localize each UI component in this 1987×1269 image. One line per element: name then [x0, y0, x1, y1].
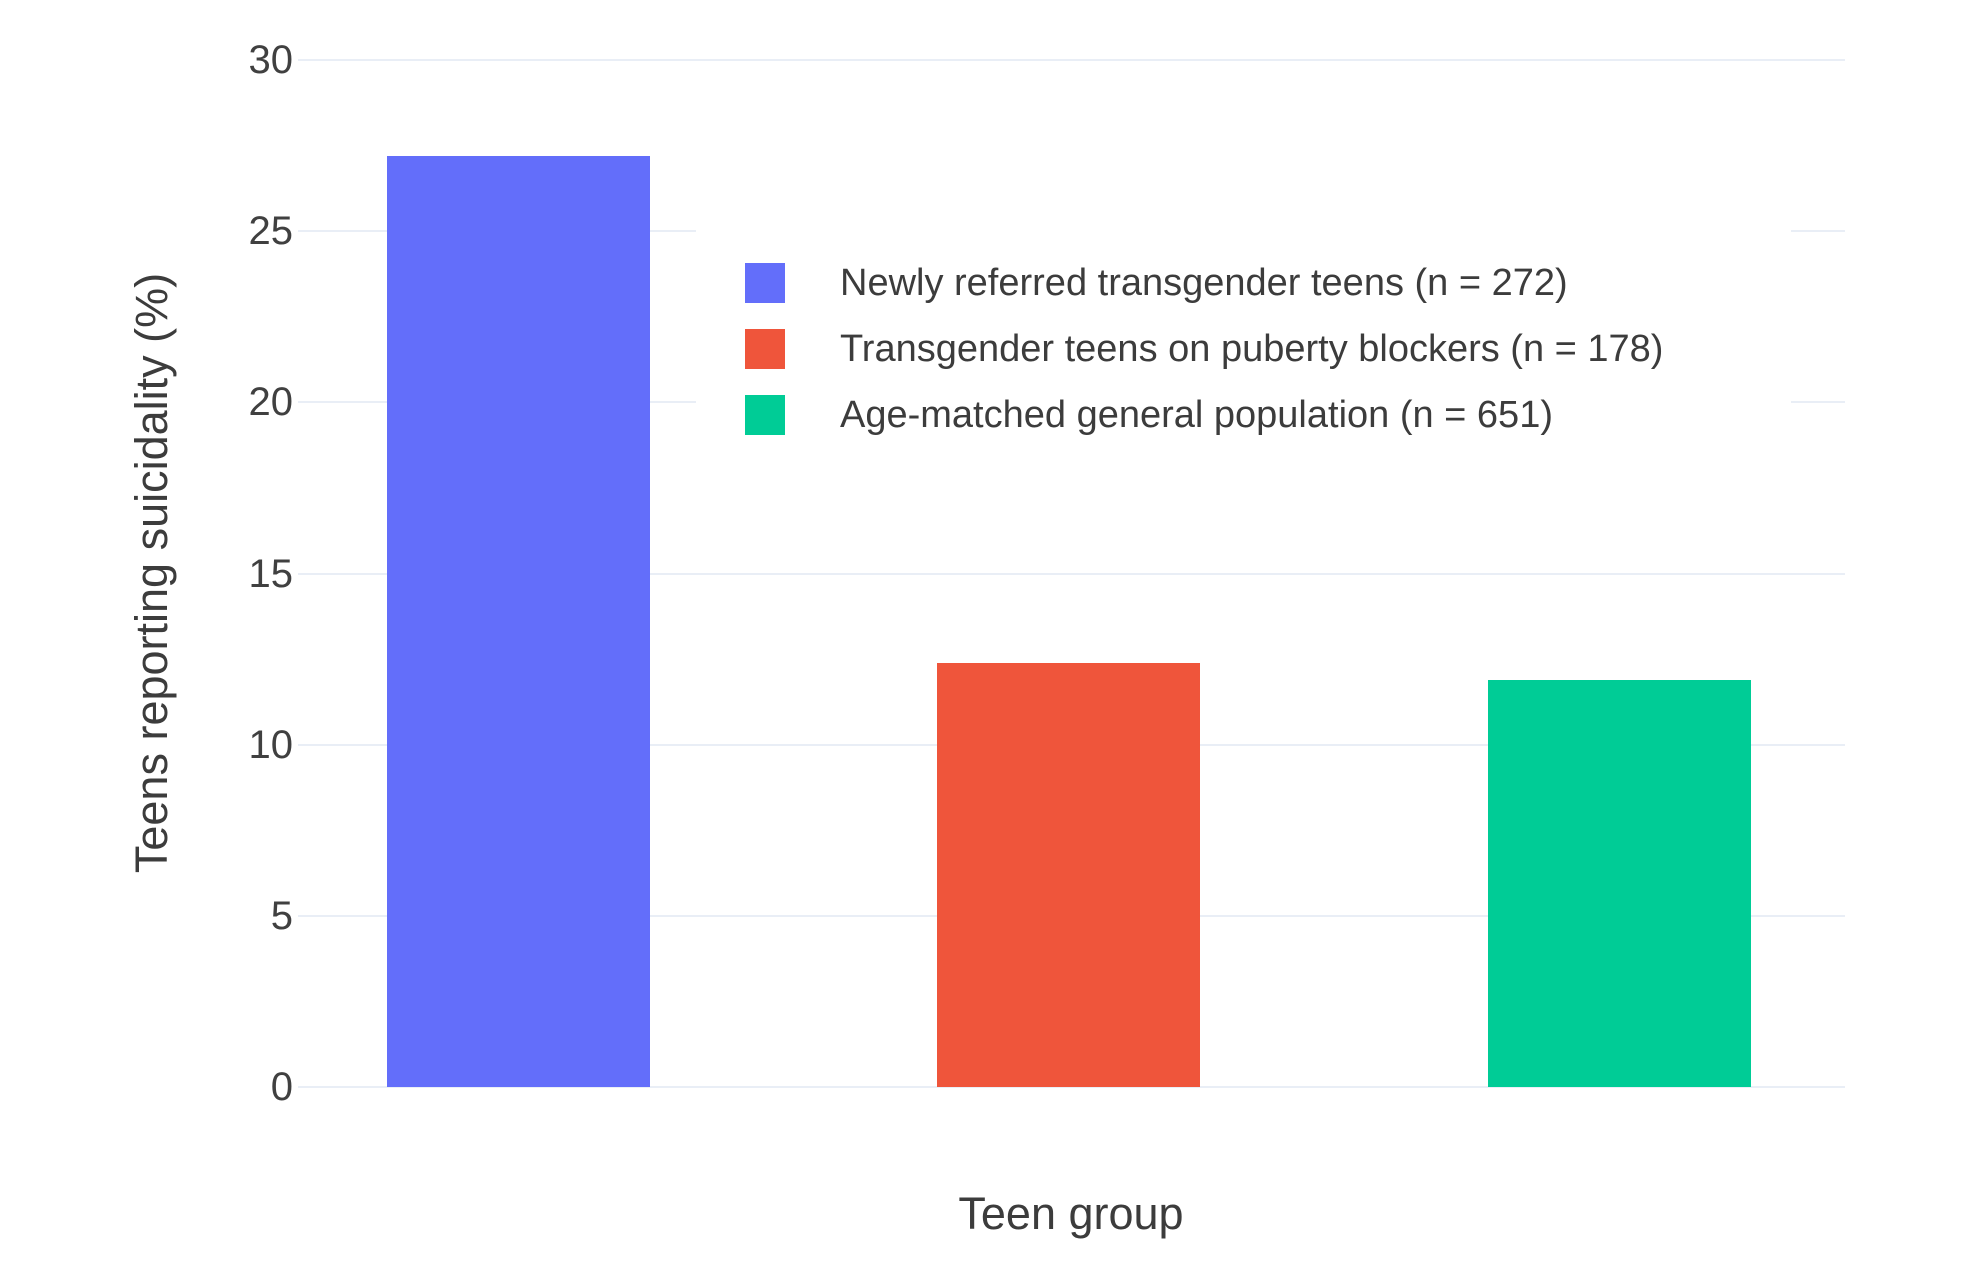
legend-label: Newly referred transgender teens (n = 27…: [840, 261, 1568, 304]
gridline: [298, 59, 1845, 61]
y-tick-label: 10: [248, 722, 294, 767]
legend-item[interactable]: Transgender teens on puberty blockers (n…: [696, 316, 1791, 382]
legend-swatch-icon: [745, 329, 785, 369]
y-tick-label: 30: [248, 38, 294, 82]
y-tick-label: 0: [270, 1065, 293, 1109]
y-tick-label: 25: [248, 209, 294, 254]
gridline: [298, 1086, 1845, 1088]
legend-label: Transgender teens on puberty blockers (n…: [840, 327, 1664, 370]
y-tick-label: 20: [248, 380, 294, 425]
y-tick-label: 5: [270, 893, 293, 938]
legend: Newly referred transgender teens (n = 27…: [696, 205, 1791, 455]
bar[interactable]: [1487, 679, 1751, 1087]
legend-swatch-icon: [745, 263, 785, 303]
legend-label: Age-matched general population (n = 651): [840, 393, 1553, 436]
x-axis-title: Teen group: [958, 1188, 1184, 1239]
bar[interactable]: [386, 155, 650, 1087]
legend-item[interactable]: Age-matched general population (n = 651): [696, 382, 1791, 448]
legend-item[interactable]: Newly referred transgender teens (n = 27…: [696, 250, 1791, 316]
bar[interactable]: [937, 662, 1200, 1087]
legend-swatch-icon: [745, 395, 785, 435]
gridline: [298, 572, 1845, 575]
y-tick-label: 15: [248, 551, 294, 596]
y-axis-title: Teens reporting suicidality (%): [126, 272, 177, 874]
